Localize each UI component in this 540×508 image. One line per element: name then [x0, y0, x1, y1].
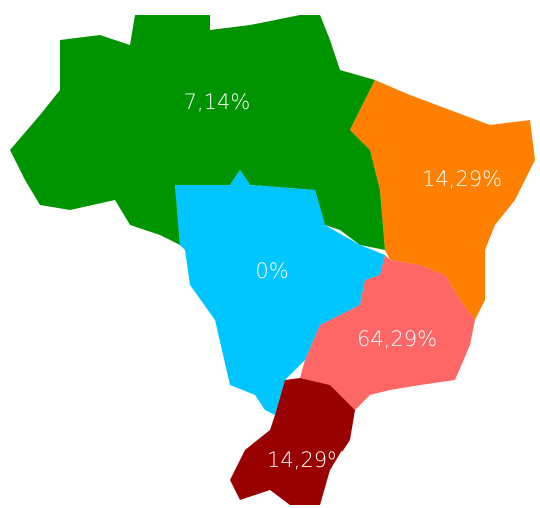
region-center-west [175, 170, 385, 415]
region-label: 14,29% [422, 167, 502, 191]
region-label: 0% [255, 259, 288, 283]
region-north [10, 15, 385, 250]
region-southeast [300, 255, 475, 410]
region-label: 14,29% [267, 448, 347, 472]
region-label: 64,29% [357, 327, 437, 351]
region-label: 7,14% [184, 90, 251, 114]
region-northeast [350, 80, 535, 320]
region-south [230, 378, 355, 505]
